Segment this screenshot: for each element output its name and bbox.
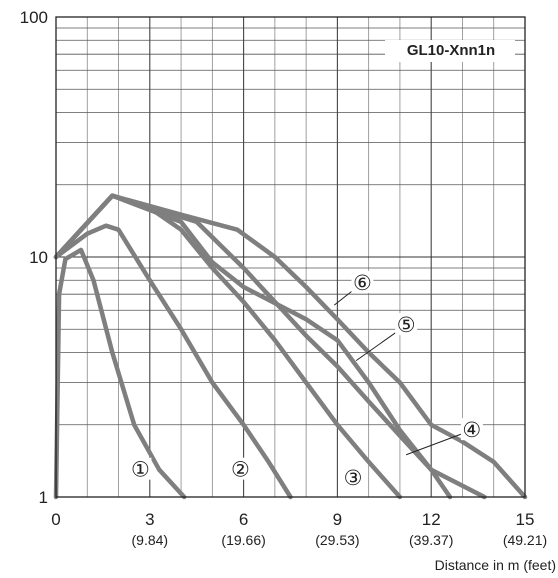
tick-labels: 0 3 (9.84) 6 (19.66) 9 (29.53) 12 (39.37) 15 (49.2… [20,8,548,548]
chart-title: GL10-Xnn1n [407,42,495,59]
series-label-bg-6 [351,270,374,293]
x-tick-sublabel: (9.84) [132,532,169,548]
series-label-bg-5 [395,313,418,336]
series-label-1: ① [131,459,150,482]
series-label-2: ② [231,459,250,482]
series-label-bg-3 [342,465,365,488]
y-tick-label: 1 [39,488,48,507]
series-line-3 [53,193,403,500]
series-label-bg-1 [129,457,152,480]
axes [55,16,526,498]
series-label-3: ③ [344,467,363,490]
chart-title-background [385,40,515,62]
y-tick-label: 100 [20,8,48,27]
minor-grid [56,17,525,497]
series-line-1 [53,247,187,500]
x-tick-label: 15 [516,510,535,529]
series-label-4: ④ [462,419,481,442]
x-tick-sublabel: (19.66) [221,532,265,548]
series-label-bg-2 [229,457,252,480]
x-tick-sublabel: (39.37) [409,532,453,548]
x-tick-label: 6 [239,510,248,529]
x-tick-sublabel: (49.21) [503,532,547,548]
series-line-2 [53,223,293,500]
series-label-bg-4 [460,418,483,441]
x-tick-label: 0 [51,510,60,529]
series-label-6: ⑥ [353,272,372,295]
x-tick-label: 9 [333,510,342,529]
plot-frame [55,16,526,498]
series-line-6 [53,193,528,500]
x-tick-label: 12 [422,510,441,529]
series-label-5: ⑤ [397,314,416,337]
series-line-4 [53,193,487,500]
series-lines [53,193,528,500]
y-tick-label: 10 [29,248,48,267]
series-labels: ① ② ③ ④ ⑤ ⑥ [129,270,483,490]
x-axis-label: Distance in m (feet) [435,557,556,573]
x-tick-sublabel: (29.53) [315,532,359,548]
chart-title-box: GL10-Xnn1n [385,40,515,62]
x-tick-label: 3 [145,510,154,529]
